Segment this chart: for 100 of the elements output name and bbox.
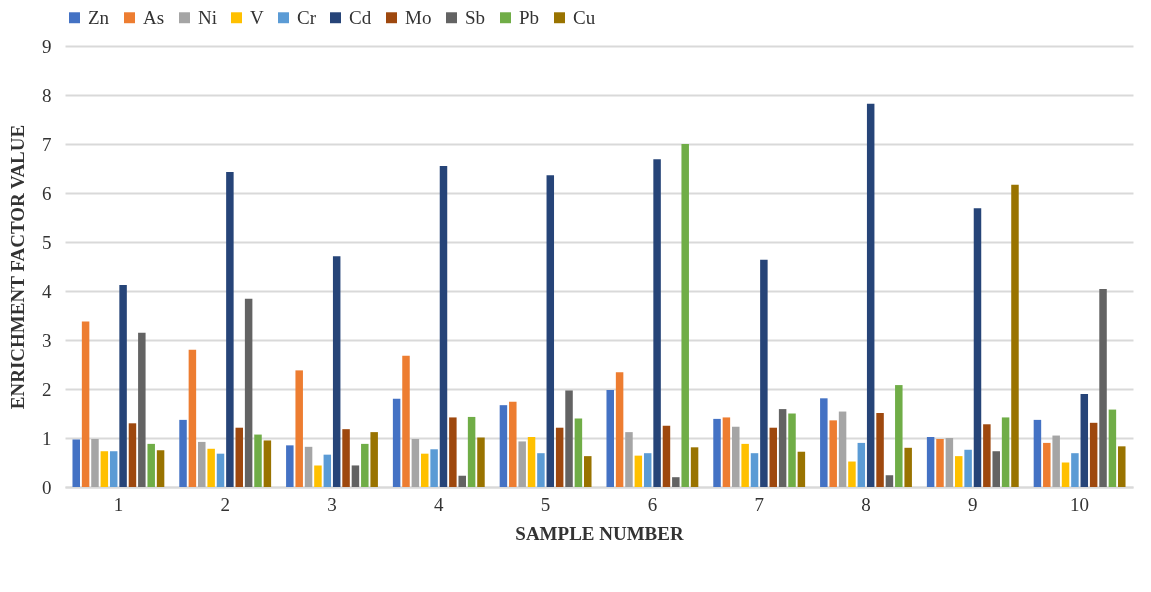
- x-tick-label: 5: [540, 493, 551, 515]
- bar: [477, 437, 485, 487]
- bar: [411, 438, 420, 487]
- x-tick-label: 2: [220, 493, 230, 515]
- bar: [662, 425, 671, 487]
- bar: [565, 390, 573, 487]
- bar: [574, 418, 583, 487]
- bar: [625, 432, 633, 487]
- y-tick-label: 9: [42, 35, 52, 57]
- bar: [876, 413, 884, 487]
- bar: [361, 443, 369, 487]
- bar: [72, 439, 80, 487]
- bar: [1099, 289, 1107, 487]
- bar: [945, 438, 954, 487]
- bar: [392, 398, 401, 487]
- bar: [895, 385, 903, 487]
- bar: [1071, 453, 1079, 487]
- legend-label: Pb: [519, 6, 540, 28]
- bar: [458, 475, 466, 487]
- bar: [91, 438, 99, 487]
- legend-label: Cr: [297, 6, 317, 28]
- bar: [936, 438, 944, 487]
- x-tick-label: 1: [113, 493, 124, 515]
- bar: [615, 372, 624, 487]
- bar: [973, 208, 982, 487]
- bar: [295, 370, 303, 487]
- bar: [672, 477, 680, 487]
- bar: [681, 144, 689, 487]
- bar: [439, 166, 448, 487]
- y-tick-label: 8: [42, 84, 52, 106]
- bar: [138, 332, 146, 487]
- bar: [904, 447, 912, 487]
- bar: [449, 417, 457, 487]
- y-tick-label: 4: [42, 280, 52, 302]
- bar: [332, 256, 341, 487]
- bar: [198, 441, 206, 487]
- bar: [778, 409, 787, 487]
- bar: [760, 259, 768, 487]
- x-tick-label: 6: [647, 493, 658, 515]
- bar: [109, 451, 118, 487]
- bar: [954, 456, 963, 487]
- bar: [1118, 446, 1126, 487]
- bar: [509, 401, 517, 487]
- bar: [263, 440, 272, 487]
- bar: [314, 465, 322, 487]
- bar: [467, 416, 476, 487]
- bar: [750, 453, 759, 487]
- bar: [1089, 422, 1098, 487]
- bar: [848, 461, 856, 487]
- bar: [741, 443, 749, 487]
- y-tick-label: 1: [42, 427, 52, 449]
- bar: [788, 413, 796, 487]
- bar: [537, 453, 545, 487]
- bar: [235, 427, 244, 487]
- bar: [857, 442, 866, 487]
- legend-label: Cd: [349, 6, 372, 28]
- bar: [820, 398, 828, 487]
- bar: [499, 405, 508, 487]
- y-tick-label: 0: [42, 476, 52, 498]
- x-tick-label: 8: [861, 493, 871, 515]
- bar: [1033, 419, 1042, 487]
- bar: [286, 445, 294, 487]
- bar: [119, 285, 127, 487]
- legend-label: V: [250, 6, 264, 28]
- bar: [207, 448, 215, 487]
- bar: [128, 423, 137, 487]
- legend-label: Cu: [573, 6, 596, 28]
- bar: [527, 437, 536, 487]
- bar: [402, 355, 410, 487]
- bar: [518, 441, 526, 487]
- y-axis-title: ENRICHMENT FACTOR VALUE: [7, 124, 28, 410]
- y-tick-label: 5: [42, 231, 52, 253]
- bar: [885, 475, 894, 487]
- bar: [430, 449, 438, 487]
- bar: [1001, 417, 1010, 487]
- bar: [713, 418, 721, 487]
- bar: [926, 437, 935, 487]
- bar: [690, 447, 699, 487]
- y-tick-label: 6: [42, 182, 52, 204]
- bar: [653, 159, 661, 487]
- bar: [546, 175, 555, 487]
- legend-label: Mo: [405, 6, 432, 28]
- bar: [829, 420, 837, 487]
- bar: [584, 456, 592, 487]
- bar: [226, 171, 234, 487]
- x-axis-title: SAMPLE NUMBER: [515, 522, 684, 544]
- x-tick-label: 7: [754, 493, 764, 515]
- bar: [188, 349, 197, 487]
- bar: [643, 453, 652, 487]
- bar: [420, 453, 429, 487]
- bar: [323, 454, 332, 487]
- bar: [555, 427, 564, 487]
- bar: [156, 450, 165, 487]
- legend-label: Zn: [88, 6, 110, 28]
- x-tick-label: 9: [968, 493, 978, 515]
- bar: [866, 103, 875, 487]
- x-tick-label: 4: [434, 493, 445, 515]
- bar: [838, 411, 847, 487]
- bar: [1061, 462, 1070, 487]
- x-tick-label: 10: [1070, 493, 1090, 515]
